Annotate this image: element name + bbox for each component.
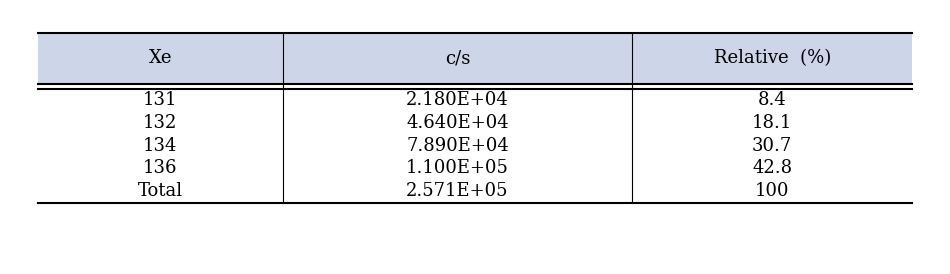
Text: 2.180E+04: 2.180E+04	[407, 91, 509, 109]
Text: 1.100E+05: 1.100E+05	[406, 159, 509, 178]
Text: Xe: Xe	[148, 49, 172, 67]
Text: 18.1: 18.1	[752, 114, 792, 132]
Text: 7.890E+04: 7.890E+04	[407, 137, 509, 155]
Text: 2.571E+05: 2.571E+05	[407, 182, 509, 200]
Text: 136: 136	[143, 159, 178, 178]
Text: 100: 100	[755, 182, 789, 200]
Text: 4.640E+04: 4.640E+04	[407, 114, 509, 132]
Text: Relative  (%): Relative (%)	[713, 49, 831, 67]
Bar	[38, 33, 912, 84]
Text: 132: 132	[143, 114, 178, 132]
Text: Total: Total	[138, 182, 183, 200]
Text: c/s: c/s	[445, 49, 470, 67]
Text: 134: 134	[143, 137, 178, 155]
Text: 131: 131	[143, 91, 178, 109]
Text: 8.4: 8.4	[758, 91, 787, 109]
Text: 30.7: 30.7	[752, 137, 792, 155]
Text: 42.8: 42.8	[752, 159, 792, 178]
